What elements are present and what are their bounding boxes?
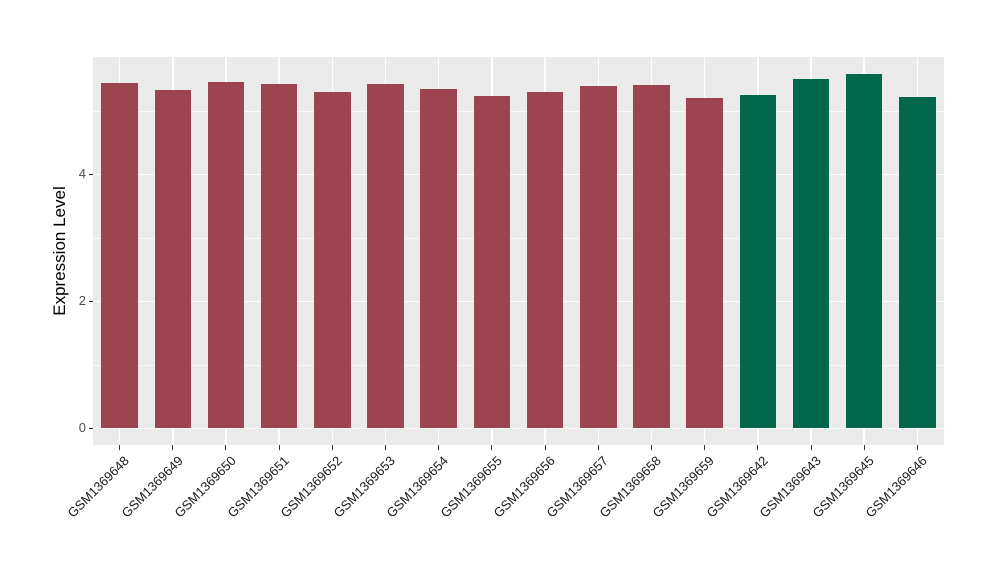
x-tick-mark bbox=[916, 445, 918, 450]
grid-minor-y bbox=[93, 111, 944, 112]
x-tick-mark bbox=[491, 445, 493, 450]
bar-GSM1369658[interactable] bbox=[633, 85, 670, 428]
bar-GSM1369650[interactable] bbox=[207, 82, 245, 428]
x-tick-mark bbox=[704, 445, 706, 450]
x-tick-mark bbox=[119, 445, 121, 450]
x-tick-mark bbox=[863, 445, 865, 450]
x-tick-mark bbox=[810, 445, 812, 450]
bar-GSM1369645[interactable] bbox=[845, 74, 883, 428]
x-tick-mark bbox=[225, 445, 227, 450]
x-tick-mark bbox=[757, 445, 759, 450]
x-tick-mark bbox=[438, 445, 440, 450]
y-tick-mark bbox=[89, 427, 93, 429]
bar-GSM1369654[interactable] bbox=[420, 89, 457, 428]
bar-GSM1369649[interactable] bbox=[154, 90, 192, 428]
bar-GSM1369657[interactable] bbox=[580, 85, 617, 428]
bar-GSM1369655[interactable] bbox=[473, 96, 511, 428]
plot-panel bbox=[93, 57, 944, 445]
bar-GSM1369656[interactable] bbox=[526, 91, 564, 428]
x-tick-mark bbox=[172, 445, 174, 450]
x-tick-mark bbox=[331, 445, 333, 450]
grid-major-y bbox=[93, 427, 944, 429]
y-tick-label: 4 bbox=[78, 166, 86, 182]
x-tick-mark bbox=[544, 445, 546, 450]
y-tick-label: 0 bbox=[78, 420, 86, 435]
y-tick-mark bbox=[89, 300, 93, 302]
y-tick-mark bbox=[89, 173, 93, 175]
grid-minor-y bbox=[93, 237, 944, 239]
bar-GSM1369652[interactable] bbox=[314, 91, 351, 428]
bar-GSM1369643[interactable] bbox=[792, 79, 830, 428]
y-tick-label: 2 bbox=[78, 293, 86, 309]
bar-GSM1369646[interactable] bbox=[899, 97, 936, 428]
bar-GSM1369642[interactable] bbox=[739, 94, 777, 428]
x-tick-mark bbox=[385, 445, 387, 450]
bar-GSM1369648[interactable] bbox=[101, 83, 138, 428]
bar-GSM1369659[interactable] bbox=[686, 97, 723, 428]
bar-GSM1369651[interactable] bbox=[260, 84, 298, 428]
x-tick-mark bbox=[597, 445, 599, 450]
grid-minor-y bbox=[93, 364, 944, 366]
grid-major-y bbox=[93, 173, 944, 176]
grid-major-y bbox=[93, 300, 944, 303]
bar-GSM1369653[interactable] bbox=[367, 83, 404, 428]
x-tick-mark bbox=[650, 445, 652, 450]
x-tick-mark bbox=[278, 445, 280, 450]
